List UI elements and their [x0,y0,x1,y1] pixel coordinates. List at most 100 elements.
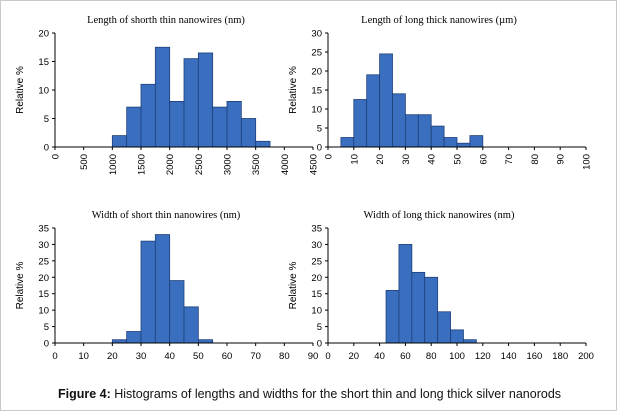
histogram-bar [443,137,458,148]
figure-caption-label: Figure 4: [57,387,111,401]
y-axis-label: Relative % [288,262,299,310]
y-tick-label: 10 [38,306,49,317]
x-tick-label: 0 [51,154,62,159]
y-tick-label: 0 [317,339,322,350]
y-tick-label: 25 [38,256,49,267]
x-tick-label: 500 [79,154,90,170]
chart-title: Length of shorth thin nanowires (nm) [87,15,245,26]
y-tick-label: 15 [38,289,49,300]
x-tick-label: 100 [582,154,593,170]
y-tick-label: 35 [38,224,49,235]
histogram-bar [469,135,484,148]
x-tick-label: 30 [401,154,412,165]
y-tick-label: 10 [311,306,322,317]
histogram-bar [398,244,413,344]
chart-title: Width of long thick nanowires (nm) [364,210,515,221]
chart-short-thin-width: Width of short thin nanowires (nm) Relati… [13,206,333,396]
x-tick-label: 60 [222,351,233,362]
y-tick-label: 35 [311,224,322,235]
y-tick-label: 30 [311,29,322,40]
y-tick-label: 10 [38,86,49,97]
x-tick-label: 0 [325,351,330,362]
y-tick-label: 0 [44,143,49,154]
histogram-bar [154,46,171,148]
y-tick-label: 25 [311,256,322,267]
histogram-bar [126,331,142,344]
x-tick-label: 90 [556,154,567,165]
y-tick-label: 15 [38,57,49,68]
histogram-bar [353,99,368,148]
histogram-bar [411,271,426,344]
y-tick-label: 5 [317,124,322,135]
x-tick-label: 0 [52,351,57,362]
x-tick-label: 80 [530,154,541,165]
y-axis-label: Relative % [288,66,299,114]
x-tick-label: 50 [453,154,464,165]
histogram-bar [140,240,156,344]
x-tick-label: 20 [107,351,118,362]
x-tick-label: 0 [324,154,335,159]
histogram-bar [183,58,199,148]
y-tick-label: 20 [311,273,322,284]
y-tick-label: 30 [38,240,49,251]
histogram-bar [226,101,242,148]
y-tick-label: 25 [311,48,322,59]
x-tick-label: 10 [349,154,360,165]
x-tick-label: 180 [552,351,568,362]
x-tick-label: 60 [400,351,411,362]
histogram-bar [126,106,142,148]
histogram-bar [169,101,185,148]
x-tick-label: 3500 [251,154,262,175]
y-tick-label: 5 [44,322,49,333]
y-tick-label: 10 [311,105,322,116]
chart-long-thick-width: Width of long thick nanowires (nm) Relati… [286,206,606,396]
histogram-bar [154,234,171,344]
chart-svg: Length of shorth thin nanowires (nm) Rela… [15,15,320,175]
histogram-bar [456,142,471,148]
chart-svg: Length of long thick nanowires (µm) Relat… [288,15,593,170]
y-tick-label: 0 [44,339,49,350]
x-tick-label: 20 [375,154,386,165]
x-tick-label: 2000 [165,154,176,175]
y-tick-label: 15 [311,86,322,97]
y-tick-label: 20 [311,67,322,78]
y-tick-label: 5 [44,114,49,125]
histogram-bar [183,306,199,344]
histogram-bar [240,118,257,148]
chart-title: Length of long thick nanowires (µm) [361,15,517,26]
y-axis-label: Relative % [15,262,26,310]
x-tick-label: 100 [449,351,465,362]
x-tick-label: 40 [427,154,438,165]
x-tick-label: 1000 [108,154,119,175]
histogram-bar [450,329,464,344]
x-tick-label: 80 [426,351,437,362]
y-tick-label: 5 [317,322,322,333]
histogram-bar [169,280,185,344]
y-tick-label: 20 [38,29,49,40]
x-tick-label: 90 [308,351,319,362]
x-tick-label: 2500 [194,154,205,175]
x-tick-label: 50 [193,351,204,362]
histogram-bar [255,140,271,148]
x-tick-label: 140 [501,351,517,362]
figure-caption-text: Histograms of lengths and widths for the… [114,387,562,401]
x-tick-label: 4500 [309,154,320,175]
histogram-bar [392,93,406,148]
y-tick-label: 15 [311,289,322,300]
y-tick-label: 30 [311,240,322,251]
histogram-bar [437,311,451,344]
histogram-bar [417,114,432,148]
y-tick-label: 0 [317,143,322,154]
histogram-bar [111,135,128,148]
histogram-bar [430,125,445,148]
chart-short-thin-length: Length of shorth thin nanowires (nm) Rela… [13,11,333,201]
x-tick-label: 10 [78,351,89,362]
x-tick-label: 20 [349,351,360,362]
x-tick-label: 30 [136,351,147,362]
x-tick-label: 120 [475,351,491,362]
x-tick-label: 40 [164,351,175,362]
x-tick-label: 60 [478,154,489,165]
histogram-bar [366,74,380,148]
y-tick-label: 20 [38,273,49,284]
